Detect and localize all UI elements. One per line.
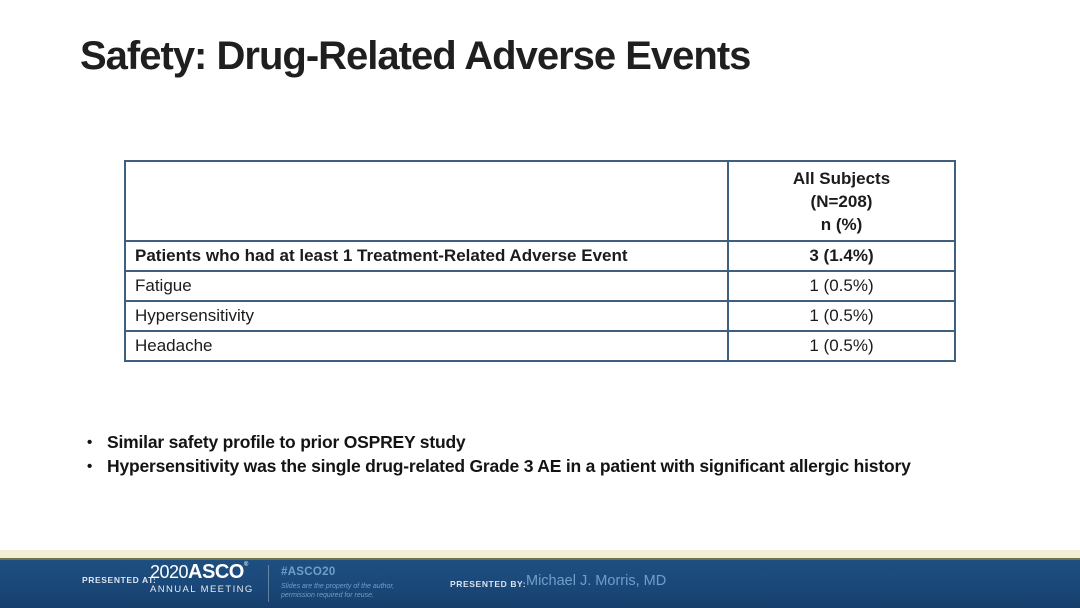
header-line-1: All Subjects bbox=[792, 168, 891, 188]
header-line-2: (N=208) bbox=[810, 191, 873, 211]
registered-mark-icon: ® bbox=[243, 562, 249, 568]
logo-name: ASCO bbox=[188, 561, 244, 583]
row-label: Hypersensitivity bbox=[124, 300, 729, 332]
bullet-item: Hypersensitivity was the single drug-rel… bbox=[86, 455, 1056, 479]
disclaimer-line-2: permission required for reuse. bbox=[281, 592, 374, 599]
footer-bar: PRESENTED AT: 2020ASCO® ANNUAL MEETING #… bbox=[0, 560, 1080, 608]
table-header-row: All Subjects (N=208) n (%) bbox=[124, 160, 956, 242]
table-header-all-subjects-cell: All Subjects (N=208) n (%) bbox=[727, 160, 956, 242]
bullet-item: Similar safety profile to prior OSPREY s… bbox=[86, 431, 1056, 455]
table-row-total: Patients who had at least 1 Treatment-Re… bbox=[124, 240, 956, 272]
table-row-headache: Headache 1 (0.5%) bbox=[124, 330, 956, 362]
asco-logo: 2020ASCO® ANNUAL MEETING bbox=[150, 562, 254, 595]
logo-subtitle: ANNUAL MEETING bbox=[150, 584, 254, 595]
row-value: 3 (1.4%) bbox=[727, 240, 956, 272]
presented-by-label: PRESENTED BY: bbox=[450, 579, 527, 589]
header-line-3: n (%) bbox=[820, 214, 863, 234]
adverse-events-table: All Subjects (N=208) n (%) Patients who … bbox=[124, 160, 956, 362]
bullet-list: Similar safety profile to prior OSPREY s… bbox=[86, 431, 1056, 478]
row-label: Fatigue bbox=[124, 270, 729, 302]
row-value: 1 (0.5%) bbox=[727, 270, 956, 302]
footer-divider bbox=[268, 565, 269, 602]
row-value: 1 (0.5%) bbox=[727, 330, 956, 362]
slide-title: Safety: Drug-Related Adverse Events bbox=[80, 34, 751, 78]
table-row-fatigue: Fatigue 1 (0.5%) bbox=[124, 270, 956, 302]
footer-accent-stripe bbox=[0, 550, 1080, 560]
asco-logo-wordmark: 2020ASCO® bbox=[150, 562, 254, 582]
table-row-hypersensitivity: Hypersensitivity 1 (0.5%) bbox=[124, 300, 956, 332]
row-label: Patients who had at least 1 Treatment-Re… bbox=[124, 240, 729, 272]
hashtag-block: #ASCO20 Slides are the property of the a… bbox=[281, 566, 394, 600]
table-header-empty-cell bbox=[124, 160, 729, 242]
presented-at-label: PRESENTED AT: bbox=[82, 575, 157, 585]
row-label: Headache bbox=[124, 330, 729, 362]
logo-year: 2020 bbox=[150, 562, 189, 582]
hashtag: #ASCO20 bbox=[281, 566, 336, 578]
disclaimer-line-1: Slides are the property of the author, bbox=[281, 583, 395, 590]
disclaimer-text: Slides are the property of the author, p… bbox=[281, 582, 394, 600]
row-value: 1 (0.5%) bbox=[727, 300, 956, 332]
presenter-name: Michael J. Morris, MD bbox=[526, 573, 667, 589]
